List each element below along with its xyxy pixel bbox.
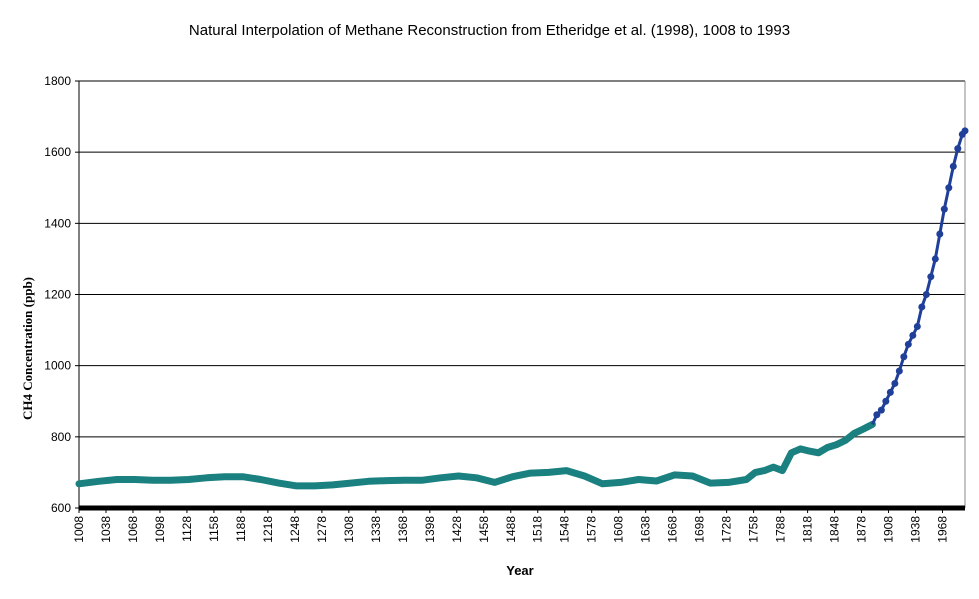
- data-point: [940, 205, 948, 213]
- data-point: [922, 291, 930, 298]
- x-tick-label: 1578: [585, 516, 599, 543]
- data-point: [936, 230, 944, 238]
- x-tick-label: 1908: [882, 516, 896, 543]
- y-tick-label: 600: [51, 501, 71, 515]
- series-line-interpolated: [75, 420, 876, 490]
- x-tick-label: 1098: [153, 516, 167, 543]
- x-tick-label: 1548: [558, 516, 572, 543]
- x-tick-label: 1398: [423, 516, 437, 543]
- x-tick-label: 1818: [801, 516, 815, 543]
- data-point: [949, 162, 957, 170]
- x-tick-label: 1608: [612, 516, 626, 543]
- data-point: [882, 397, 890, 405]
- x-tick-label: 1068: [126, 516, 140, 543]
- x-tick-label: 1938: [909, 516, 923, 543]
- y-tick-label: 1800: [44, 74, 71, 88]
- x-tick-label: 1368: [396, 516, 410, 543]
- x-tick-label: 1188: [234, 516, 248, 542]
- data-point: [891, 379, 899, 387]
- x-tick-label: 1758: [747, 516, 761, 543]
- x-tick-label: 1458: [477, 516, 491, 543]
- x-tick-label: 1038: [99, 516, 113, 543]
- x-tick-label: 1248: [288, 516, 302, 543]
- data-point: [954, 145, 962, 153]
- data-point: [913, 323, 921, 331]
- x-tick-label: 1008: [72, 516, 86, 543]
- x-tick-label: 1428: [450, 516, 464, 543]
- data-point: [900, 353, 908, 361]
- y-axis-label: CH4 Concentration (ppb): [20, 276, 35, 420]
- y-tick-label: 800: [51, 430, 71, 444]
- y-tick-label: 1200: [44, 288, 71, 302]
- x-tick-label: 1668: [666, 516, 680, 543]
- series-line-recent: [871, 129, 967, 426]
- x-tick-label: 1128: [180, 516, 194, 542]
- y-tick-label: 1600: [44, 145, 71, 159]
- data-point: [886, 388, 894, 396]
- y-tick-label: 1400: [44, 216, 71, 230]
- x-tick-label: 1638: [639, 516, 653, 543]
- data-point: [873, 411, 881, 419]
- x-tick-label: 1488: [504, 516, 518, 543]
- x-tick-label: 1158: [207, 516, 221, 542]
- data-point: [895, 367, 903, 375]
- x-tick-label: 1848: [828, 516, 842, 543]
- data-point: [904, 340, 912, 348]
- x-tick-label: 1338: [369, 516, 383, 543]
- data-point: [909, 331, 917, 339]
- x-tick-label: 1278: [315, 516, 329, 543]
- x-tick-label: 1728: [720, 516, 734, 543]
- data-point: [945, 184, 953, 192]
- x-tick-label: 1308: [342, 516, 356, 543]
- data-point: [961, 127, 969, 135]
- x-tick-label: 1878: [855, 516, 869, 543]
- x-tick-label: 1968: [936, 516, 950, 543]
- y-tick-label: 1000: [44, 359, 71, 373]
- chart-title: Natural Interpolation of Methane Reconst…: [188, 22, 791, 39]
- data-point: [877, 406, 885, 414]
- x-tick-label: 1218: [261, 516, 275, 543]
- data-point: [931, 255, 939, 263]
- x-axis-label: Year: [506, 563, 534, 578]
- data-point: [918, 303, 926, 311]
- x-tick-label: 1698: [693, 516, 707, 543]
- x-tick-label: 1518: [531, 516, 545, 543]
- data-point: [927, 273, 935, 281]
- x-tick-label: 1788: [774, 516, 788, 543]
